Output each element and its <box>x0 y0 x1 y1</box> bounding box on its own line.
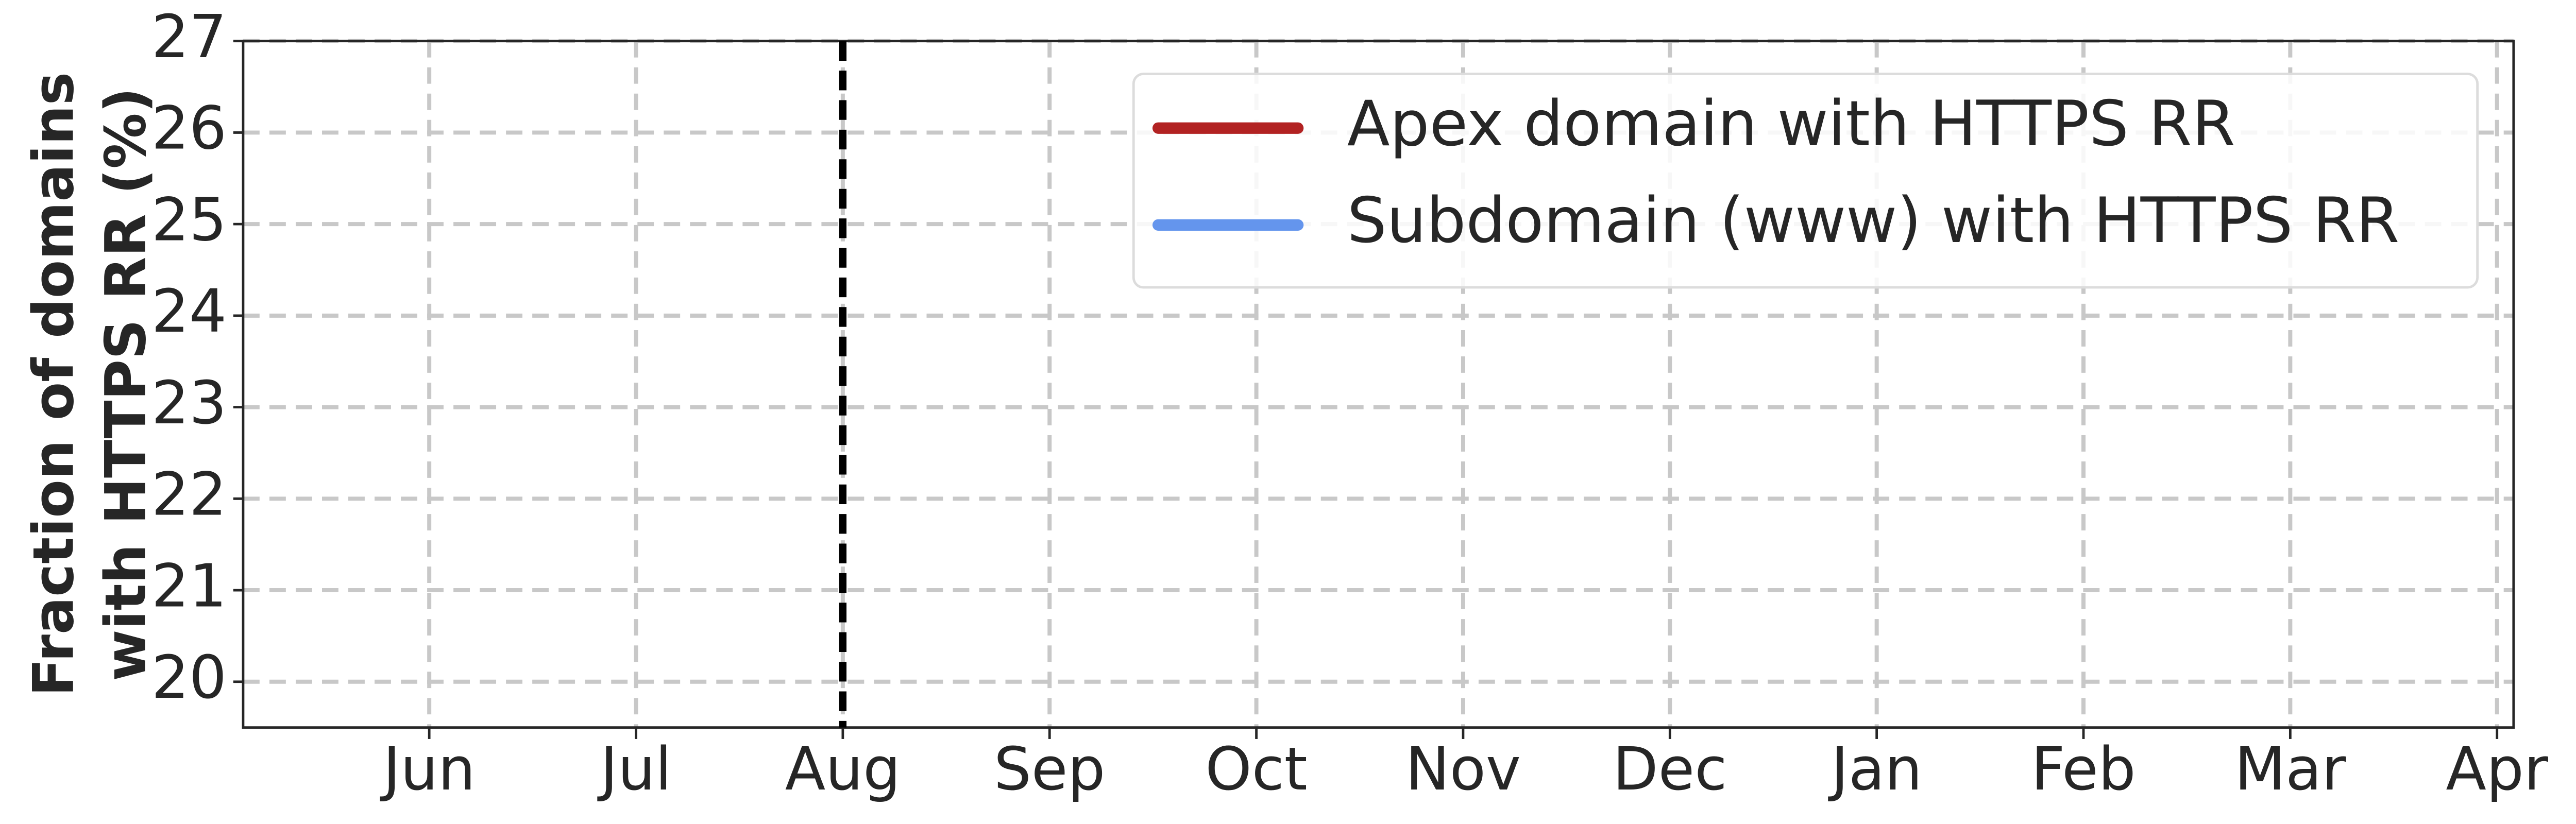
legend-label: Apex domain with HTTPS RR <box>1347 88 2235 160</box>
y-axis-label: with HTTPS RR (%) <box>93 88 159 681</box>
x-tick-label: Apr <box>2446 735 2548 804</box>
x-tick-label: Oct <box>1205 735 1307 804</box>
x-tick-label: Aug <box>785 735 901 804</box>
x-tick-label: Nov <box>1405 735 1521 804</box>
x-tick-label: Mar <box>2234 735 2346 804</box>
x-tick-label: Jan <box>1828 735 1922 804</box>
plot-frame <box>242 40 2515 729</box>
y-tick-label: 24 <box>151 277 227 346</box>
y-tick-label: 20 <box>151 643 227 712</box>
x-tick-label: Feb <box>2031 735 2136 804</box>
y-tick-label: 27 <box>151 3 227 72</box>
x-tick-label: Dec <box>1613 735 1727 804</box>
legend-box <box>1132 73 2479 289</box>
y-axis-label: Fraction of domains <box>21 72 86 697</box>
y-tick-label: 21 <box>151 552 227 621</box>
y-tick-label: 25 <box>151 185 227 254</box>
x-tick-label: Sep <box>994 735 1105 804</box>
x-tick-label: Jun <box>380 735 475 804</box>
legend-label: Subdomain (www) with HTTPS RR <box>1347 184 2400 257</box>
y-tick-label: 23 <box>151 369 227 438</box>
y-tick-label: 26 <box>151 94 227 163</box>
y-tick-label: 22 <box>151 460 227 529</box>
x-tick-label: Jul <box>597 735 672 804</box>
